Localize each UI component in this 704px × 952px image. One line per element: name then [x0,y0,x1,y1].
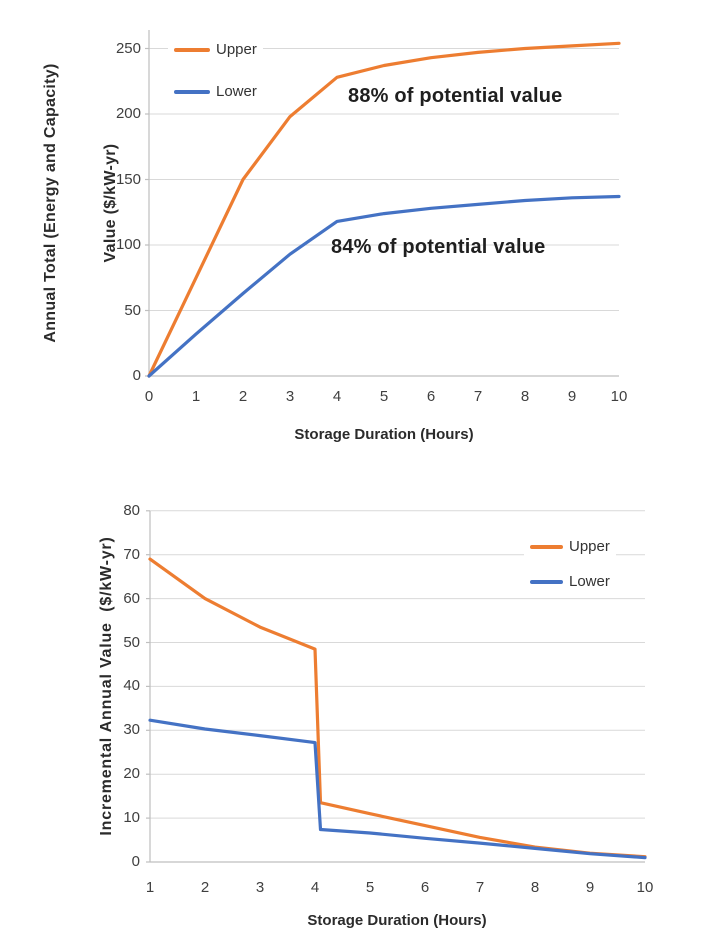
upper-series-line-swatch-icon [174,47,210,52]
y-tick-label: 10 [123,809,140,827]
y-tick-label: 200 [115,105,141,122]
y-tick-label: 20 [123,765,140,783]
x-tick-label: 4 [332,388,342,405]
y-tick-label: 50 [124,301,141,319]
chart2-x-axis-title: Storage Duration (Hours) [307,912,487,929]
x-tick-label: 6 [420,879,430,896]
chart1-legend-item-lower: Lower [168,80,263,103]
chart1-legend-label-lower: Lower [216,83,257,100]
x-tick-label: 5 [379,388,389,405]
y-tick-label: 50 [123,633,140,651]
x-tick-label: 1 [145,879,155,896]
chart1-x-axis-title: Storage Duration (Hours) [294,426,474,443]
series-line-lower [148,718,647,860]
y-tick-label: 80 [123,501,140,519]
x-tick-label: 2 [238,388,248,405]
x-tick-label: 7 [473,388,483,405]
x-tick-label: 0 [144,388,154,405]
x-tick-label: 9 [585,879,595,896]
x-tick-label: 8 [520,388,530,405]
x-tick-label: 5 [365,879,375,896]
chart2-y-axis-title: Incremental Annual Value ($/kW-yr) [98,536,115,836]
series-line-upper [147,41,621,378]
x-tick-label: 2 [200,879,210,896]
series-line-lower [147,194,621,378]
x-tick-label: 9 [567,388,577,405]
y-tick-label: 30 [123,721,140,739]
chart2-legend-item-lower: Lower [524,570,616,593]
chart1-legend-item-upper: Upper [168,38,263,61]
y-tick-label: 70 [123,545,140,563]
x-tick-label: 6 [426,388,436,405]
y-tick-label: 0 [132,367,141,384]
chart1-annotation-upper-percent: 88% of potential value [348,85,563,107]
chart1-legend-label-upper: Upper [216,41,257,58]
chart1-y-axis-title-line2: Value ($/kW-yr) [102,143,119,263]
chart1-y-axis-title-line1: Annual Total (Energy and Capacity) [42,63,59,343]
chart1-y-axis-title: Annual Total (Energy and Capacity) Value… [1,63,161,342]
chart2-legend-label-upper: Upper [569,538,610,555]
x-tick-label: 1 [191,388,201,405]
x-tick-label: 10 [610,388,628,405]
lower-series-line-swatch-icon [174,89,210,94]
x-tick-label: 4 [310,879,320,896]
chart2-legend-item-upper: Upper [524,535,616,558]
x-tick-label: 3 [285,388,295,405]
x-tick-label: 7 [475,879,485,896]
y-tick-label: 0 [131,853,140,870]
lower-series-line-swatch-icon [530,579,563,584]
y-tick-label: 40 [123,677,140,695]
x-tick-label: 8 [530,879,540,896]
y-tick-label: 150 [115,170,141,188]
upper-series-line-swatch-icon [530,544,563,549]
y-tick-label: 250 [115,39,141,57]
chart1-annotation-lower-percent: 84% of potential value [331,236,546,258]
y-tick-label: 60 [123,589,140,607]
x-tick-label: 3 [255,879,265,896]
chart2-legend-label-lower: Lower [569,573,610,590]
y-tick-label: 100 [115,236,141,253]
x-tick-label: 10 [636,879,654,896]
